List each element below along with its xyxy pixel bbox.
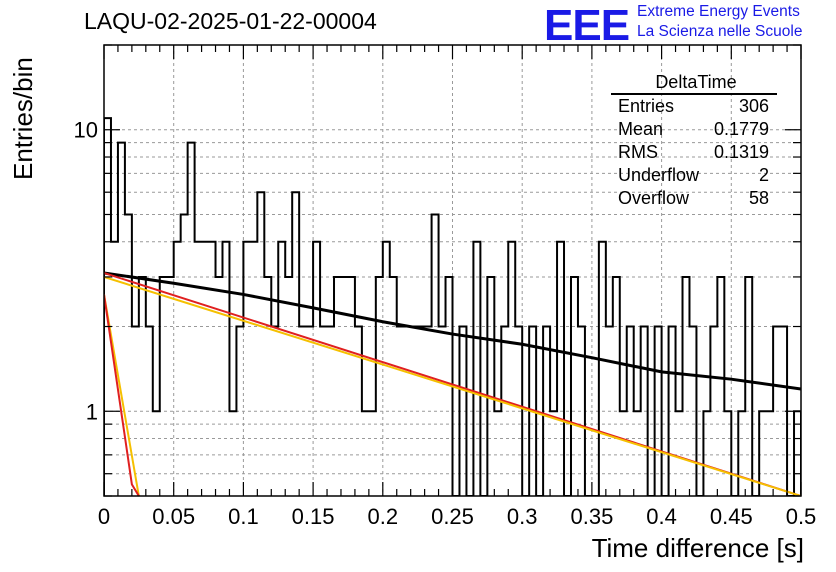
stats-label: RMS [618, 142, 658, 162]
stats-value: 306 [738, 96, 769, 116]
x-tick-label: 0.3 [507, 504, 538, 529]
fit-curve-4 [104, 294, 140, 496]
stats-value: 0.1779 [713, 119, 769, 139]
stats-label: Mean [618, 119, 664, 139]
x-tick-label: 0.2 [368, 504, 399, 529]
stats-label: Entries [618, 96, 675, 116]
histogram-series [104, 117, 801, 496]
x-tick-label: 0.4 [646, 504, 677, 529]
logo-line-2: La Scienza nelle Scuole [637, 23, 803, 40]
logo-caption: Extreme Energy Events La Scienza nelle S… [637, 2, 802, 42]
x-tick-label: 0.5 [786, 504, 817, 529]
y-tick-label: 10 [74, 118, 98, 143]
y-tick-label: 1 [86, 399, 98, 424]
stats-value: 58 [748, 188, 769, 208]
x-tick-label: 0.25 [431, 504, 474, 529]
stats-row-underflow: Underflow 2 [611, 164, 777, 187]
stats-row-entries: Entries 306 [611, 95, 777, 118]
eee-logo: EEE [544, 1, 630, 50]
x-axis-label: Time difference [s] [591, 533, 804, 563]
stats-box: DeltaTime Entries 306 Mean 0.1779 RMS 0.… [611, 71, 777, 210]
stats-label: Underflow [618, 165, 700, 185]
stats-row-overflow: Overflow 58 [611, 187, 777, 210]
x-tick-label: 0.05 [152, 504, 195, 529]
x-tick-label: 0.15 [292, 504, 335, 529]
y-axis-label: Entries/bin [8, 57, 38, 180]
x-tick-label: 0.35 [570, 504, 613, 529]
stats-value: 2 [758, 165, 769, 185]
logo-line-1: Extreme Energy Events [637, 3, 800, 20]
fit-curve-0 [104, 271, 801, 391]
stats-label: Overflow [618, 188, 690, 208]
x-tick-label: 0.1 [228, 504, 259, 529]
chart-title: LAQU-02-2025-01-22-00004 [84, 8, 377, 34]
stats-row-rms: RMS 0.1319 [611, 141, 777, 164]
stats-title: DeltaTime [611, 71, 777, 95]
x-tick-label: 0.45 [710, 504, 753, 529]
fit-curve-2 [104, 275, 801, 496]
stats-value: 0.1319 [713, 142, 769, 162]
x-tick-label: 0 [98, 504, 110, 529]
stats-row-mean: Mean 0.1779 [611, 118, 777, 141]
